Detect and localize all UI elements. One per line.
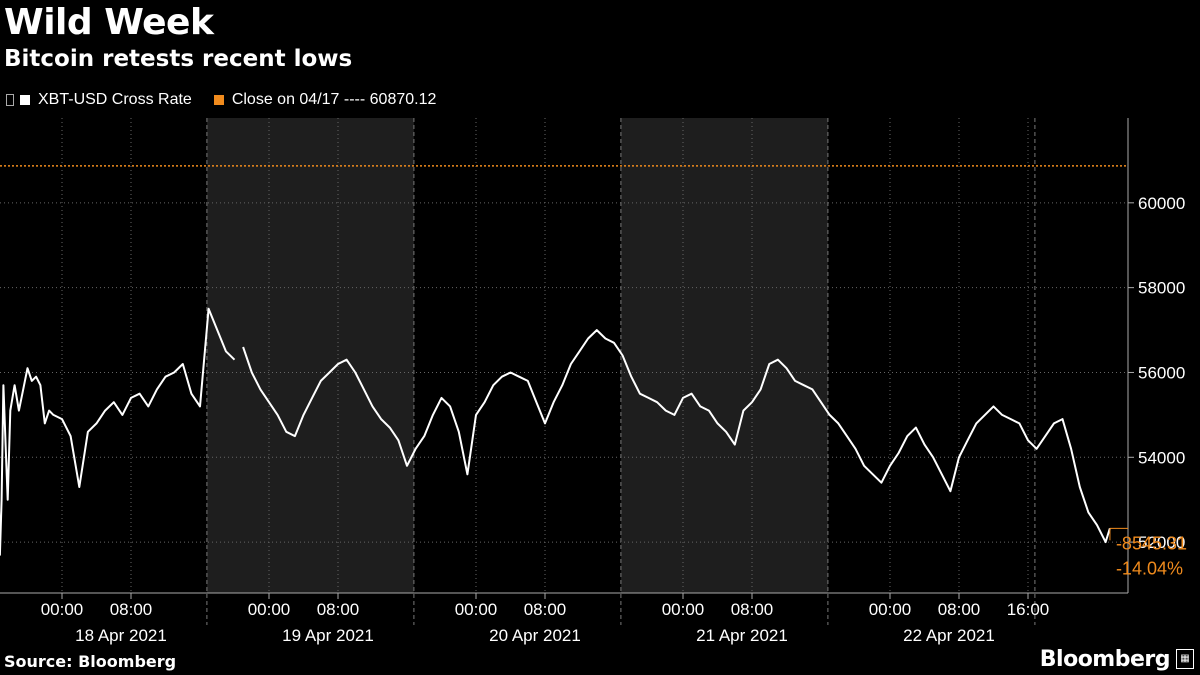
x-tick-label: 00:00 [41, 600, 84, 619]
line-series-icon [6, 94, 14, 106]
legend-series-label: XBT-USD Cross Rate [38, 91, 192, 108]
legend: XBT-USD Cross Rate Close on 04/17 ---- 6… [6, 91, 436, 109]
change-label: -8545.31 [1116, 533, 1187, 553]
x-tick-label: 00:00 [455, 600, 498, 619]
x-tick-label: 16:00 [1007, 600, 1050, 619]
x-tick-label: 08:00 [938, 600, 981, 619]
close-swatch [213, 95, 224, 105]
bloomberg-mark-icon: ▦ [1176, 649, 1194, 669]
day-band [620, 118, 828, 593]
x-tick-label: 00:00 [248, 600, 291, 619]
day-band [206, 118, 414, 593]
y-tick-label: 52000 [1138, 533, 1185, 552]
x-tick-label: 00:00 [662, 600, 705, 619]
chart-subtitle: Bitcoin retests recent lows [4, 46, 353, 72]
x-day-label: 19 Apr 2021 [282, 626, 374, 645]
price-series-line [242, 329, 1111, 544]
y-tick-label: 60000 [1138, 194, 1185, 213]
legend-close-label: Close on 04/17 ---- 60870.12 [231, 91, 437, 108]
x-tick-label: 08:00 [524, 600, 567, 619]
source-note: Source: Bloomberg [4, 652, 177, 671]
x-day-label: 20 Apr 2021 [489, 626, 581, 645]
x-tick-label: 08:00 [110, 600, 153, 619]
series-swatch [20, 95, 30, 105]
x-day-label: 18 Apr 2021 [75, 626, 167, 645]
brand-logo: Bloomberg [1039, 647, 1171, 672]
y-tick-label: 54000 [1138, 448, 1185, 467]
y-tick-label: 56000 [1138, 363, 1185, 382]
x-day-label: 22 Apr 2021 [903, 626, 995, 645]
y-tick-label: 58000 [1138, 279, 1185, 298]
x-tick-label: 08:00 [317, 600, 360, 619]
x-tick-label: 08:00 [731, 600, 774, 619]
x-day-label: 21 Apr 2021 [696, 626, 788, 645]
x-tick-label: 00:00 [869, 600, 912, 619]
price-series-line [0, 307, 236, 556]
chart-title: Wild Week [4, 2, 214, 43]
pct-change-label: -14.04% [1116, 558, 1183, 578]
